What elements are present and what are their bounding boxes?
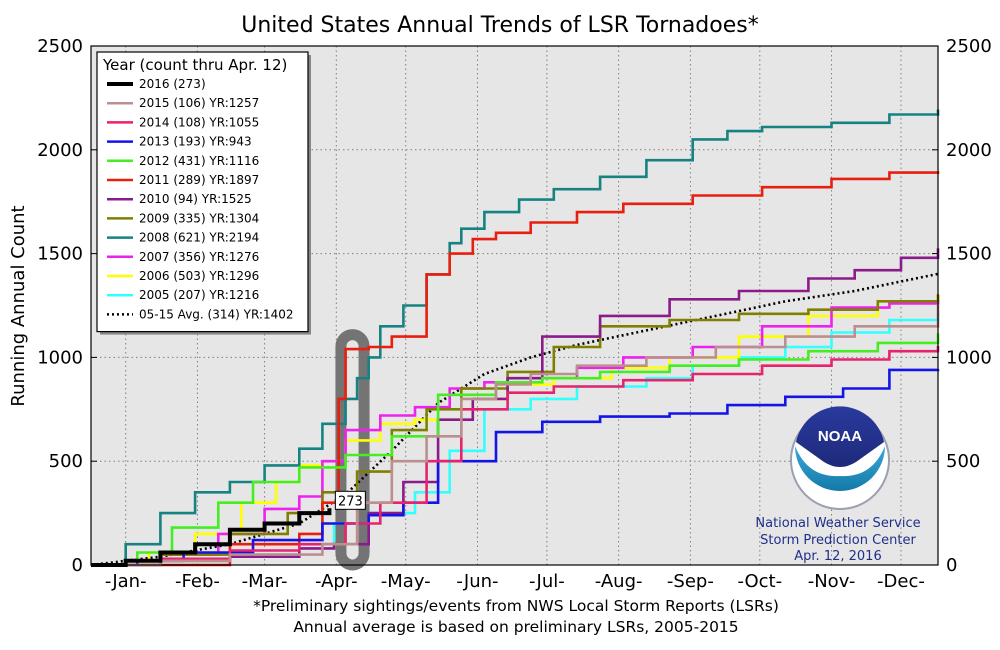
y-tick-label: 1500 (37, 244, 83, 265)
plot-frame (90, 45, 939, 566)
noaa-emblem-bottom (795, 446, 885, 491)
series-line (91, 368, 940, 567)
legend-entry: 2015 (106) YR:1257 (139, 96, 259, 110)
series-line (91, 294, 940, 567)
y-tick-label-right: 2000 (946, 140, 992, 161)
legend-entry: 2016 (273) (139, 77, 206, 91)
legend-entry: 2008 (621) YR:2194 (139, 231, 259, 245)
annotation-layer: 273 (334, 490, 366, 510)
x-tick-label: -Jul- (529, 571, 565, 592)
series-line (91, 171, 940, 567)
y-axis-label: Running Annual Count (8, 205, 29, 406)
legend-entry: 05-15 Avg. (314) YR:1402 (139, 307, 294, 321)
series-line (91, 508, 332, 567)
legend-entry: 2013 (193) YR:943 (139, 135, 252, 149)
legend-entry: 2006 (503) YR:1296 (139, 269, 259, 283)
series-line (91, 304, 940, 567)
y-tick-label: 2000 (37, 140, 83, 161)
y-tick-label-right: 0 (946, 555, 957, 576)
y-tick-label-right: 1000 (946, 347, 992, 368)
x-tick-label: -Apr- (315, 571, 358, 592)
series-line (91, 333, 940, 567)
chart-title: United States Annual Trends of LSR Torna… (241, 13, 758, 38)
x-tick-label: -Jun- (456, 571, 498, 592)
x-tick-label: -Dec- (877, 571, 925, 592)
footnote-2: Annual average is based on preliminary L… (293, 618, 738, 636)
noaa-logo: NOAA National Weather Service Storm Pred… (755, 406, 921, 564)
noaa-line-3: Apr. 12, 2016 (794, 549, 881, 564)
y-tick-label: 2500 (37, 36, 83, 57)
annotation-box (334, 490, 366, 510)
series-layer (90, 109, 940, 567)
x-ticks: -Jan- -Feb- -Mar- -Apr- -May- -Jun- -Jul- -Aug-… (105, 571, 925, 592)
legend-box (96, 51, 309, 333)
noaa-logo-text: NOAA (818, 428, 862, 445)
x-tick-label: -May- (381, 571, 431, 592)
annotation-label: 273 (338, 494, 363, 509)
legend-entry: 2010 (94) YR:1525 (139, 192, 252, 206)
legend-entry: 2005 (207) YR:1216 (139, 288, 259, 302)
legend-title: Year (count thru Apr. 12) (102, 56, 287, 74)
x-tick-label: -Jan- (105, 571, 147, 592)
legend-entry: 2012 (431) YR:1116 (139, 154, 259, 168)
legend-entry: 2011 (289) YR:1897 (139, 173, 259, 187)
x-tick-label: -Aug- (595, 571, 643, 592)
legend-entry: 2009 (335) YR:1304 (139, 211, 259, 225)
x-tick-label: -Nov- (808, 571, 856, 592)
legend-entry: 2014 (108) YR:1055 (139, 115, 259, 129)
y-tick-label: 1000 (37, 347, 83, 368)
noaa-emblem-top (796, 406, 884, 467)
noaa-line-1: National Weather Service (755, 516, 920, 531)
legend: Year (count thru Apr. 12) 2016 (273) 2015 … (96, 51, 311, 335)
y-tick-label-right: 2500 (946, 36, 992, 57)
x-tick-label: -Feb- (175, 571, 220, 592)
y-ticks-left: 0 500 1000 1500 2000 2500 (37, 36, 97, 576)
x-tick-label: -Sep- (667, 571, 714, 592)
y-tick-label-right: 500 (946, 451, 980, 472)
y-ticks-right: 0 500 1000 1500 2000 2500 (932, 36, 992, 576)
y-tick-label: 0 (72, 555, 83, 576)
legend-entry: 2007 (356) YR:1276 (139, 250, 259, 264)
series-line (91, 346, 940, 567)
y-tick-label-right: 1500 (946, 244, 992, 265)
x-tick-label: -Oct- (737, 571, 782, 592)
series-line (91, 300, 940, 567)
footnote-1: *Preliminary sightings/events from NWS L… (253, 597, 779, 615)
noaa-line-2: Storm Prediction Center (760, 533, 916, 548)
y-tick-label: 500 (49, 451, 83, 472)
x-tick-label: -Mar- (242, 571, 288, 592)
